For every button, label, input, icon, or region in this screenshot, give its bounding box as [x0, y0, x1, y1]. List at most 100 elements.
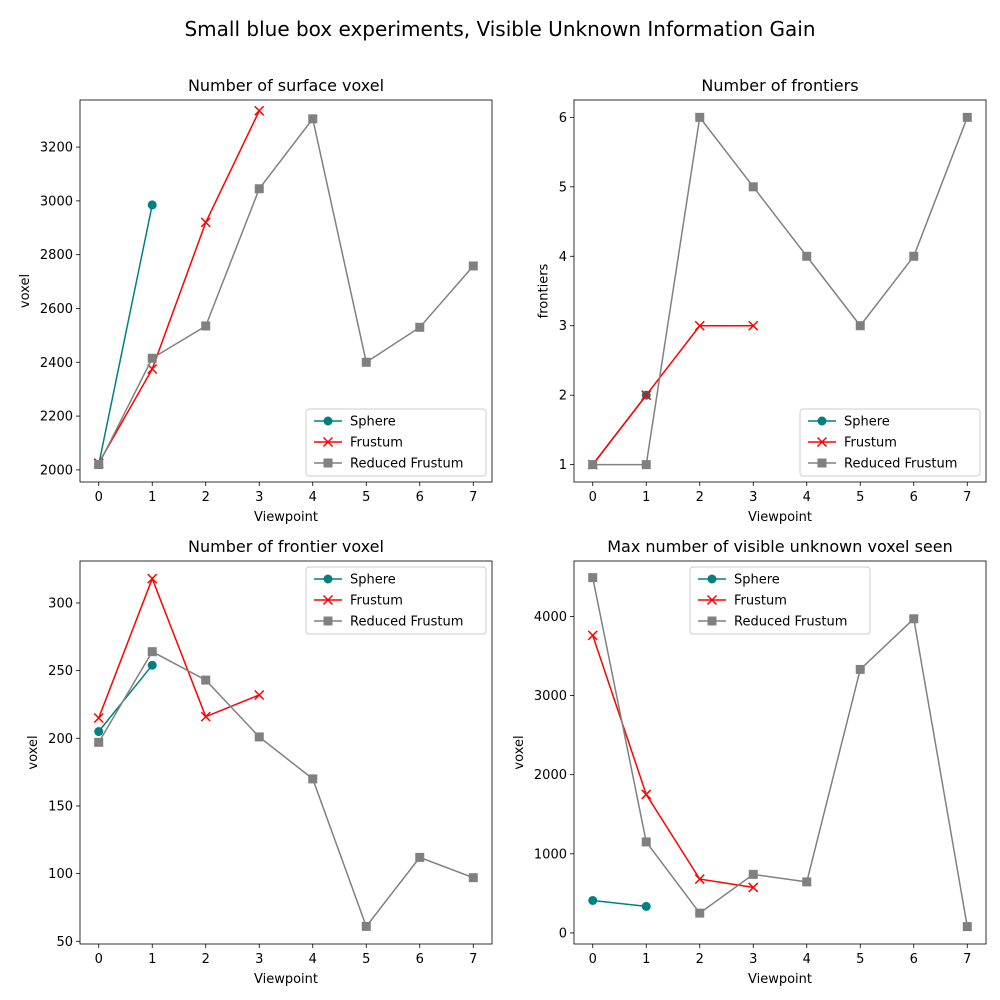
legend-label-reduced-frustum: Reduced Frustum	[350, 615, 463, 630]
x-tick-label: 0	[589, 952, 597, 967]
axes-frame	[573, 560, 987, 945]
y-tick-label: 200	[48, 732, 73, 747]
data-point-reduced-frustum-5	[361, 921, 371, 931]
data-point-reduced-frustum-6	[415, 852, 425, 862]
legend-label-reduced-frustum: Reduced Frustum	[350, 457, 463, 472]
legend-label-sphere: Sphere	[844, 415, 890, 430]
data-point-reduced-frustum-0	[588, 460, 598, 470]
series-line-reduced-frustum	[98, 650, 474, 928]
data-point-reduced-frustum-1	[147, 353, 157, 363]
x-tick-label: 2	[696, 490, 704, 505]
series-line-reduced-frustum	[98, 117, 474, 465]
legend-box	[689, 566, 871, 635]
x-tick-label: 4	[309, 490, 317, 505]
data-point-reduced-frustum-4	[802, 877, 812, 887]
x-tick-label: 1	[148, 952, 156, 967]
legend-marker-frustum	[322, 436, 334, 448]
data-point-reduced-frustum-6	[909, 251, 919, 261]
x-tick-label: 3	[255, 490, 263, 505]
x-tick-label: 7	[963, 490, 971, 505]
x-tick-label: 3	[749, 952, 757, 967]
data-point-frustum-0	[587, 630, 598, 641]
x-tick-label: 2	[696, 952, 704, 967]
data-point-reduced-frustum-2	[695, 112, 705, 122]
data-point-frustum-1	[641, 390, 652, 401]
y-axis-label: frontiers	[537, 263, 552, 318]
x-tick-label: 7	[963, 952, 971, 967]
y-tick-label: 300	[48, 596, 73, 611]
chart-panel-2: 0 1 2 3 4 5 6 7 1 2 3 4 5 6 Number of frontiers Viewpoi…	[537, 76, 987, 525]
y-tick-label: 2600	[40, 302, 73, 317]
y-tick-label: 100	[48, 867, 73, 882]
y-tick-label: 5	[559, 180, 567, 195]
plot-area	[587, 573, 972, 932]
y-tick-label: 2800	[40, 248, 73, 263]
legend-marker-sphere	[817, 416, 827, 426]
y-tick-label: 2000	[534, 768, 567, 783]
data-point-reduced-frustum-2	[201, 321, 211, 331]
series-line-reduced-frustum	[592, 115, 968, 466]
data-point-reduced-frustum-7	[468, 873, 478, 883]
legend-label-reduced-frustum: Reduced Frustum	[844, 457, 957, 472]
legend-label-frustum: Frustum	[350, 594, 403, 609]
y-tick-label: 1000	[534, 847, 567, 862]
x-tick-label: 5	[856, 490, 864, 505]
legend: Sphere Frustum Reduced Frustum	[689, 566, 871, 635]
plot-area	[93, 573, 478, 931]
figure-title: Small blue box experiments, Visible Unkn…	[184, 17, 815, 41]
legend-label-sphere: Sphere	[350, 573, 396, 588]
series-line-sphere	[592, 899, 647, 908]
data-point-sphere-0	[588, 895, 598, 905]
chart-title: Number of frontiers	[701, 76, 858, 95]
x-tick-label: 5	[362, 490, 370, 505]
x-tick-label: 4	[803, 490, 811, 505]
x-tick-label: 1	[642, 952, 650, 967]
legend-label-sphere: Sphere	[350, 415, 396, 430]
data-point-reduced-frustum-1	[641, 837, 651, 847]
series-line-frustum	[592, 324, 754, 466]
y-axis-label: voxel	[512, 735, 527, 769]
chart-panel-1: 0 1 2 3 4 5 6 7 2000 2200 2400 2600 2800 3000 3200 Numb…	[18, 76, 493, 525]
data-point-reduced-frustum-5	[855, 664, 865, 674]
legend-marker-sphere	[707, 574, 717, 584]
data-point-frustum-3	[254, 689, 265, 701]
x-axis-label: Viewpoint	[254, 510, 318, 525]
data-point-reduced-frustum-6	[909, 614, 919, 624]
data-point-frustum-3	[254, 105, 265, 116]
legend-marker-sphere	[323, 574, 333, 584]
x-tick-label: 6	[416, 490, 424, 505]
legend-marker-sphere	[323, 416, 333, 426]
y-tick-label: 1	[559, 458, 567, 473]
data-point-frustum-1	[147, 573, 158, 584]
x-tick-label: 0	[95, 490, 103, 505]
data-point-reduced-frustum-0	[94, 460, 104, 470]
y-tick-label: 150	[48, 799, 73, 814]
x-tick-label: 0	[589, 490, 597, 505]
chart-panel-3: 0 1 2 3 4 5 6 7 50 100 150 200 250 300 Number of front…	[26, 537, 493, 987]
y-tick-label: 6	[559, 111, 567, 126]
x-tick-label: 2	[202, 952, 210, 967]
x-tick-label: 4	[309, 952, 317, 967]
chart-panel-4: 0 1 2 3 4 5 6 7 0 1000 2000 3000 4000 Max number of v…	[512, 537, 987, 987]
y-tick-label: 4000	[534, 610, 567, 625]
x-tick-label: 6	[910, 490, 918, 505]
data-point-frustum-2	[200, 711, 211, 722]
data-point-reduced-frustum-0	[94, 737, 104, 747]
data-point-sphere-0	[94, 727, 104, 737]
y-axis-label: voxel	[18, 274, 33, 308]
data-point-frustum-1	[641, 789, 652, 800]
series-line-sphere	[97, 204, 153, 465]
data-point-reduced-frustum-4	[308, 114, 318, 124]
data-point-reduced-frustum-7	[962, 112, 972, 122]
x-tick-label: 1	[148, 490, 156, 505]
x-tick-label: 5	[856, 952, 864, 967]
chart-title: Number of surface voxel	[188, 76, 384, 95]
legend-marker-reduced-frustum	[707, 616, 717, 626]
data-point-frustum-3	[748, 320, 759, 331]
x-axis-label: Viewpoint	[748, 972, 812, 987]
data-point-reduced-frustum-4	[802, 251, 812, 261]
legend-label-frustum: Frustum	[350, 436, 403, 451]
legend-marker-frustum	[816, 436, 828, 448]
axes-frame	[573, 99, 987, 483]
